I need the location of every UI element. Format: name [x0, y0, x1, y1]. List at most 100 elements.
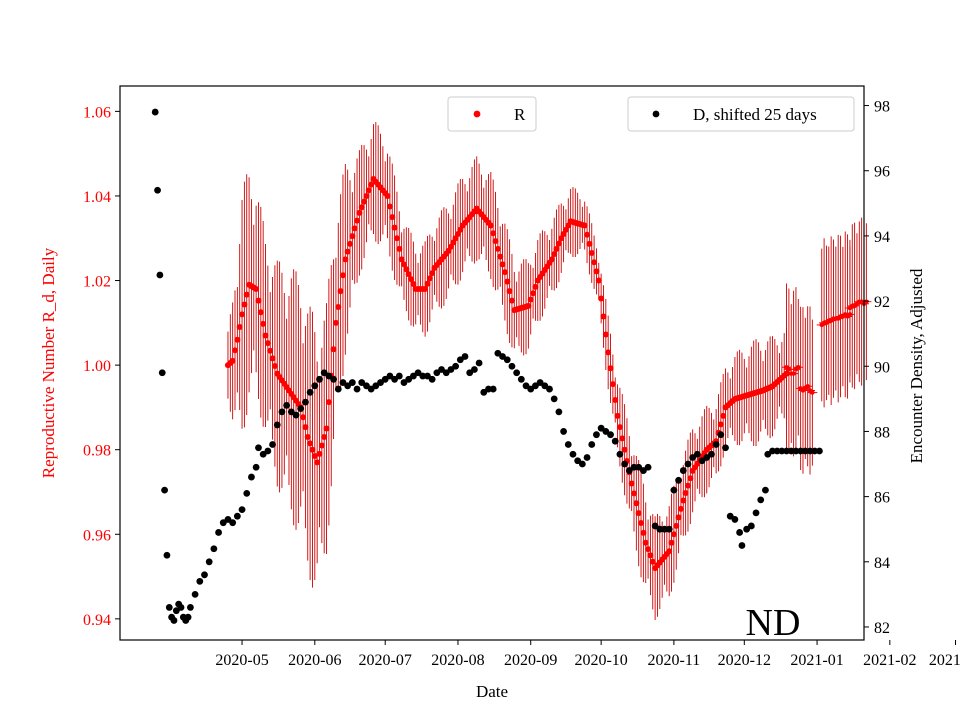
r-point: [398, 256, 405, 263]
r-point: [494, 245, 501, 252]
r-point: [530, 290, 537, 297]
d-point: [550, 395, 558, 403]
r-point: [621, 446, 628, 453]
r-point: [614, 412, 621, 419]
d-point: [787, 447, 795, 455]
legend-r-marker: [473, 110, 481, 118]
y-right-tick-label: 82: [874, 620, 890, 637]
y-left-tick-label: 1.00: [83, 358, 111, 375]
state-label: ND: [746, 602, 801, 644]
x-tick-label: 2020-06: [288, 652, 341, 669]
d-point: [621, 460, 629, 468]
r-point: [504, 278, 511, 285]
r-point: [314, 459, 321, 466]
d-point: [485, 385, 492, 393]
r-point: [405, 271, 412, 278]
d-point: [769, 447, 776, 455]
r-point: [584, 231, 591, 238]
r-point: [605, 349, 612, 356]
r-point: [330, 346, 337, 353]
d-point: [243, 489, 251, 497]
y-left-tick-label: 1.02: [83, 274, 111, 291]
d-point: [248, 473, 255, 481]
d-point: [661, 525, 668, 533]
r-point: [796, 365, 801, 370]
r-point: [670, 531, 677, 538]
r-point: [551, 251, 558, 258]
d-point: [187, 604, 194, 611]
x-tick-label: 2020-11: [648, 652, 701, 669]
d-point: [191, 590, 199, 598]
r-point: [717, 421, 724, 428]
d-point: [569, 450, 577, 458]
r-point: [791, 371, 796, 376]
r-point: [339, 272, 346, 279]
d-point: [801, 447, 809, 455]
y-right-tick-label: 88: [874, 424, 890, 441]
d-point: [184, 613, 192, 621]
x-tick-label: 2020-07: [359, 652, 412, 669]
d-point: [630, 463, 638, 471]
d-point: [278, 408, 286, 416]
d-point: [665, 525, 673, 533]
d-point: [611, 437, 619, 445]
y-right-tick-label: 84: [874, 555, 890, 572]
legend-r[interactable]: R: [447, 96, 537, 132]
r-point: [506, 288, 513, 295]
r-point: [591, 259, 598, 266]
x-tick-label: 2020-05: [215, 652, 268, 669]
r-point: [396, 245, 403, 252]
r-series: [224, 176, 872, 572]
r-point: [640, 529, 647, 536]
r-point: [647, 552, 654, 559]
d-point: [273, 421, 281, 429]
r-point: [229, 357, 236, 364]
d-point: [560, 428, 567, 435]
r-point: [864, 299, 869, 304]
r-point: [548, 256, 555, 263]
r-point: [335, 303, 342, 310]
r-point: [630, 490, 637, 497]
d-point: [708, 450, 715, 458]
r-point: [325, 399, 332, 406]
d-point: [644, 463, 652, 471]
r-point: [595, 277, 602, 284]
r-point: [337, 288, 344, 295]
r-point: [311, 453, 318, 460]
r-point: [363, 192, 370, 199]
d-point: [283, 401, 291, 409]
d-point: [712, 441, 720, 448]
d-point: [269, 441, 276, 448]
d-point: [722, 444, 729, 452]
r-point: [525, 302, 532, 309]
d-point: [233, 512, 241, 520]
y-left-axis-label: Reproductive Number R_d, Daily: [39, 247, 58, 478]
d-point: [503, 356, 511, 364]
d-point: [170, 617, 178, 624]
r-point: [616, 424, 623, 431]
r-point: [269, 355, 276, 362]
x-tick-label: 2020-12: [718, 652, 771, 669]
d-point: [513, 369, 521, 377]
d-point: [757, 496, 765, 504]
d-point: [736, 529, 744, 536]
y-left-tick-label: 0.94: [83, 612, 111, 629]
d-point: [593, 431, 600, 439]
d-point: [555, 408, 563, 416]
d-point: [334, 385, 342, 393]
r-point: [243, 291, 250, 298]
r-point: [426, 275, 433, 282]
r-point: [323, 425, 330, 432]
r-point: [638, 519, 645, 526]
r-point: [553, 245, 560, 252]
d-point: [517, 375, 525, 383]
r-point: [267, 347, 274, 354]
legend-d[interactable]: D, shifted 25 days: [627, 96, 855, 132]
r-point: [304, 434, 311, 441]
d-point: [489, 385, 497, 393]
r-point: [429, 270, 436, 277]
r-point: [393, 235, 400, 242]
r-point: [408, 276, 415, 283]
r-point: [555, 240, 562, 247]
